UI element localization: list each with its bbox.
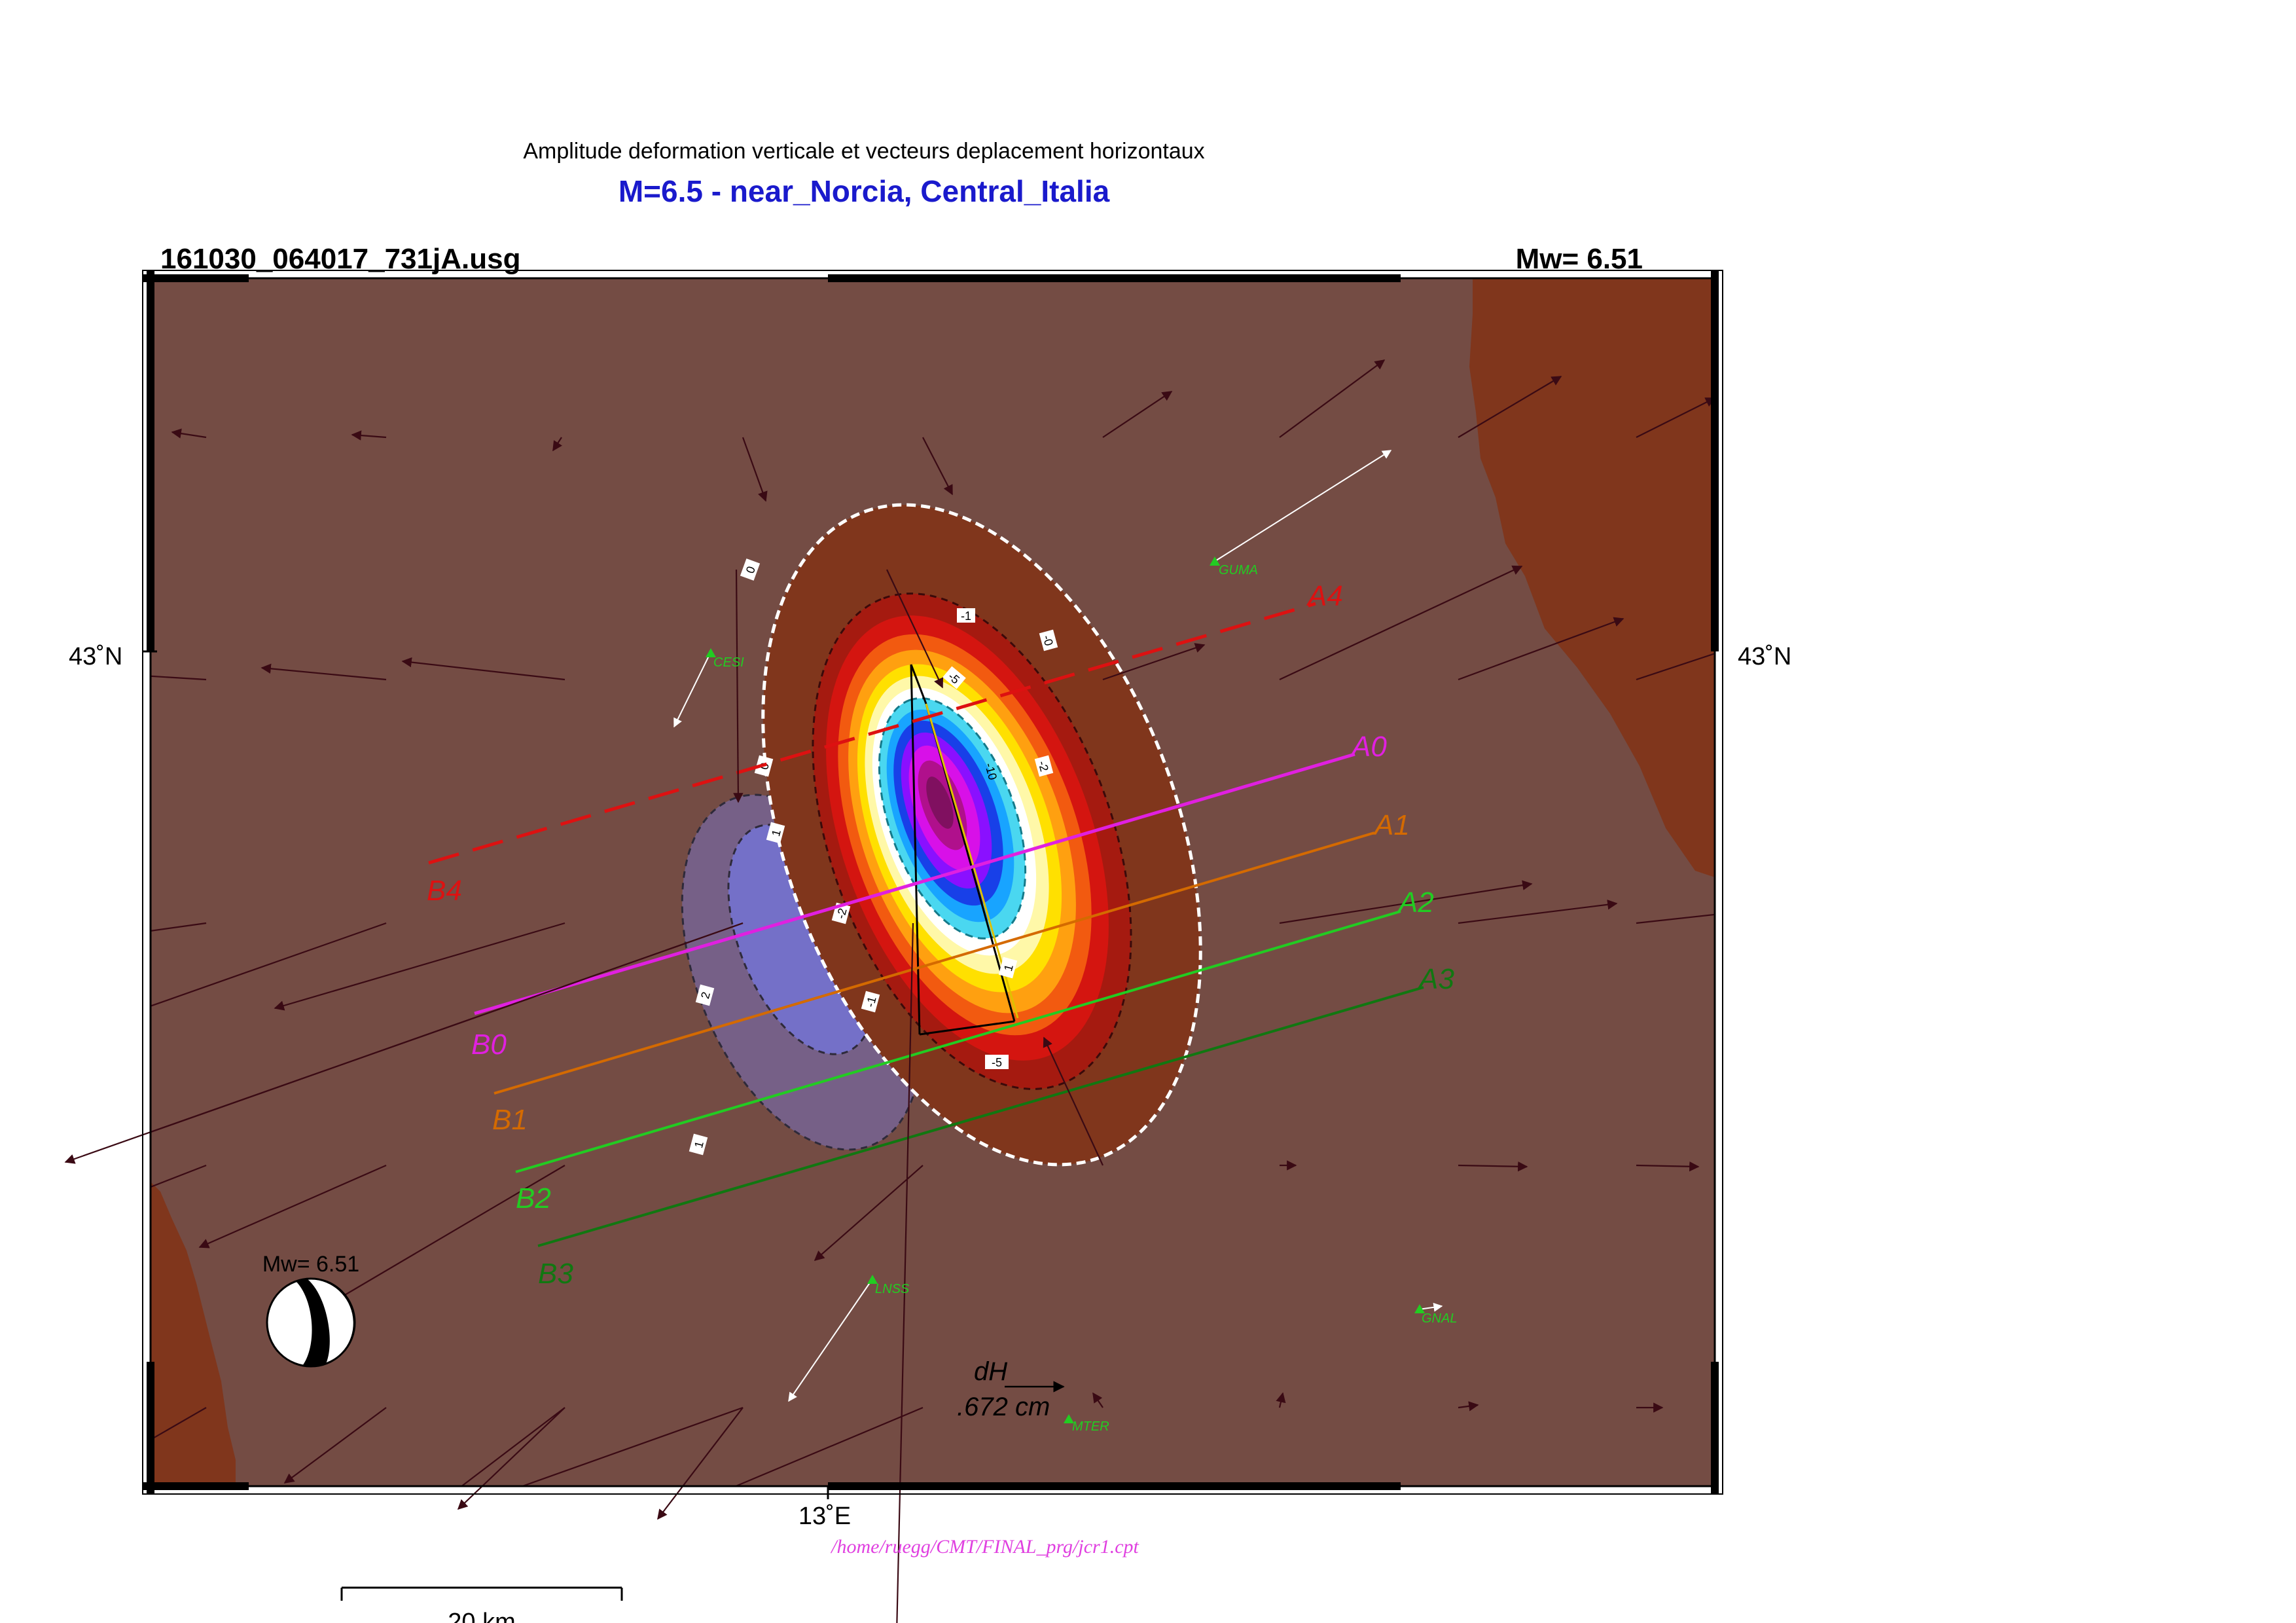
displacement-vector (1636, 653, 1715, 681)
displacement-vector (171, 428, 207, 439)
displacement-vector (151, 922, 387, 1012)
displacement-vector (151, 1164, 207, 1188)
displacement-vector (1636, 1161, 1700, 1172)
displacement-vector (1279, 359, 1386, 438)
displacement-vector (1043, 1036, 1103, 1166)
station-label: CESI (713, 655, 744, 670)
profile-label-a2: A2 (1397, 886, 1434, 919)
latitude-label-left: 43˚N (69, 643, 122, 670)
profile-label-b3: B3 (538, 1258, 573, 1290)
map-frame (142, 270, 1723, 1495)
gps-stations: GUMA CESI LNSS GNAL MTER (673, 450, 1457, 1434)
legend-line2: .672 cm (957, 1393, 1050, 1421)
displacement-vector (1279, 880, 1533, 924)
contour-label: 1 (692, 1140, 706, 1150)
file-name: 161030_064017_731jA.usg (160, 243, 520, 275)
scale-bar-label: 20 km (448, 1609, 515, 1623)
displacement-vector (1102, 391, 1173, 438)
displacement-vector (64, 922, 744, 1164)
legend-line1: dH (974, 1357, 1007, 1386)
profile-label-b4: B4 (427, 875, 462, 907)
profile-line-1 (493, 831, 1375, 1095)
profile-line-4 (428, 602, 1316, 865)
profile-label-a0: A0 (1350, 731, 1387, 763)
displacement-vector (260, 663, 387, 681)
displacement-vector (151, 922, 207, 932)
displacement-vector (274, 922, 565, 1011)
displacement-vector (1458, 1401, 1479, 1412)
displacement-vector (151, 675, 207, 681)
displacement-vector (457, 1407, 565, 1510)
map-area: 0 -1 -0 -5 -2 -10 -2 -1 -5 0 1 2 1 1 (151, 278, 1715, 1486)
map-title: M=6.5 - near_Norcia, Central_Italia (619, 174, 1110, 208)
contour-label: -1 (961, 610, 971, 623)
profile-label-a1: A1 (1372, 809, 1410, 841)
magnitude-label: Mw= 6.51 (1516, 243, 1643, 275)
displacement-vector (1636, 397, 1715, 438)
displacement-vector (1092, 1392, 1103, 1408)
profile-labels: A4 B4 A0 B0 A1 B1 A2 B2 A3 B3 (427, 580, 1454, 1290)
profile-lines (428, 602, 1424, 1247)
displacement-vector (1279, 565, 1523, 680)
cpt-path: /home/ruegg/CMT/FINAL_prg/jcr1.cpt (830, 1536, 1139, 1558)
displacement-vector (922, 437, 953, 496)
profile-label-b0: B0 (471, 1029, 507, 1061)
displacement-vector (460, 1407, 565, 1486)
displacement-vector (742, 437, 768, 502)
displacement-vector (1102, 643, 1206, 681)
beachball-label: Mw= 6.51 (262, 1252, 359, 1277)
displacement-vector (1276, 1392, 1286, 1408)
profile-label-a4: A4 (1306, 580, 1343, 612)
profile-label-b1: B1 (492, 1104, 528, 1136)
displacement-vector (1458, 1161, 1528, 1172)
vector-legend: dH .672 cm (957, 1357, 1065, 1421)
displacement-vector (283, 1407, 387, 1484)
latitude-label-right: 43˚N (1738, 643, 1791, 670)
displacement-vector (1458, 617, 1624, 681)
displacement-vector (733, 569, 744, 803)
profile-line-3 (537, 986, 1424, 1247)
displacement-vector (1458, 376, 1562, 438)
displacement-vector (151, 1407, 207, 1441)
displacement-vector (198, 1164, 387, 1249)
displacement-vector (657, 1407, 744, 1520)
contour-label: -2 (834, 907, 849, 921)
station-label: GUMA (1219, 563, 1258, 577)
displacement-vector (896, 922, 914, 1623)
station-label: GNAL (1422, 1311, 1457, 1326)
contour-label: 1 (769, 828, 783, 838)
displacement-vector (734, 1406, 924, 1486)
contour-label: -5 (992, 1056, 1002, 1069)
terrain-dark-southwest (151, 1182, 236, 1486)
profile-label-a3: A3 (1417, 963, 1454, 995)
contour-label: 2 (698, 991, 713, 1000)
profile-line-0 (474, 752, 1355, 1015)
profile-label-b2: B2 (516, 1182, 551, 1214)
displacement-vector (814, 1165, 924, 1262)
contour-label: -1 (863, 995, 878, 1009)
contour-label: -2 (1035, 759, 1050, 773)
longitude-label-bottom: 13˚E (798, 1503, 851, 1530)
displacement-vector (351, 430, 387, 441)
displacement-vector (1636, 913, 1715, 924)
contour-label: -0 (1040, 634, 1055, 647)
displacement-vector (886, 569, 944, 689)
beachball: Mw= 6.51 (262, 1252, 359, 1368)
map-subtitle: Amplitude deformation verticale et vecte… (523, 139, 1204, 164)
contour-label: 1 (1001, 963, 1016, 973)
station-label: LNSS (875, 1282, 910, 1296)
profile-line-2 (515, 910, 1401, 1173)
displacement-vector (520, 1406, 744, 1486)
station-label: MTER (1072, 1419, 1109, 1434)
scale-bar: 20 km (340, 1586, 623, 1623)
displacement-vector (1458, 900, 1618, 924)
displacement-vector (401, 657, 565, 681)
displacement-vector (552, 437, 563, 452)
